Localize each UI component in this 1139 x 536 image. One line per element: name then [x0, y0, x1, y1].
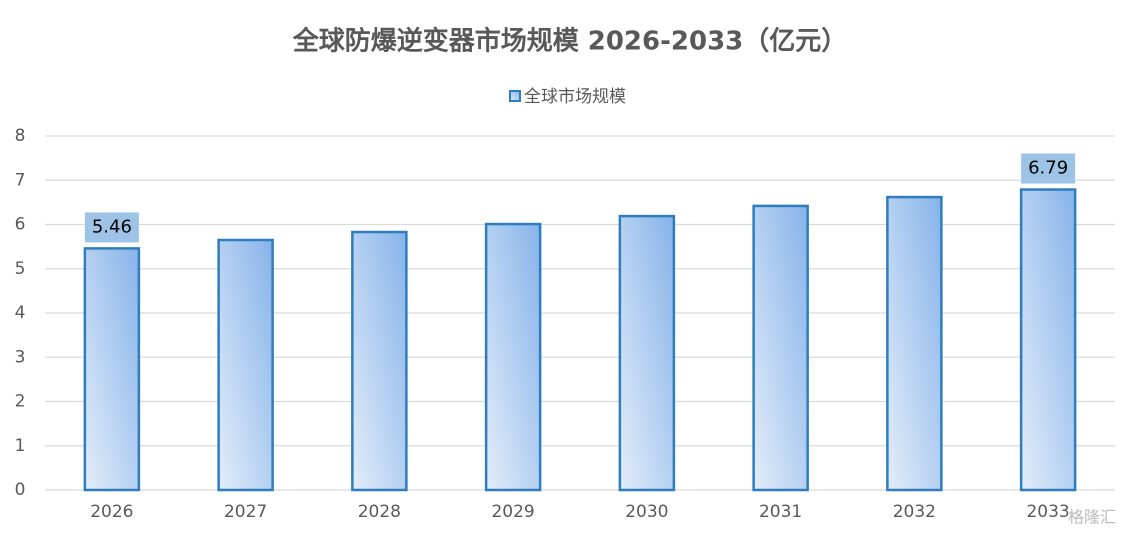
- x-tick-label: 2026: [90, 502, 133, 522]
- bar: [752, 204, 809, 492]
- bar: [217, 238, 274, 492]
- bar: [886, 195, 943, 492]
- bar: [351, 230, 408, 492]
- x-tick-label: 2031: [759, 502, 802, 522]
- bar: [83, 247, 141, 492]
- legend-label: 全球市场规模: [524, 87, 626, 107]
- legend-marker: [509, 90, 521, 102]
- y-tick-label: 2: [15, 392, 26, 412]
- y-tick-label: 4: [15, 303, 26, 323]
- y-tick-label: 0: [15, 480, 26, 500]
- watermark: 格隆汇: [1068, 508, 1116, 527]
- y-tick-label: 8: [15, 126, 26, 146]
- data-label-box: [84, 212, 139, 243]
- bar: [618, 214, 676, 492]
- data-label-box: [1021, 153, 1076, 184]
- bar: [484, 222, 542, 492]
- x-tick-label: 2030: [625, 502, 668, 522]
- x-tick-label: 2027: [224, 502, 267, 522]
- data-label: 6.79: [1028, 158, 1068, 179]
- y-tick-label: 7: [15, 170, 26, 190]
- x-tick-label: 2033: [1026, 502, 1069, 522]
- y-tick-label: 3: [15, 347, 26, 367]
- x-tick-label: 2028: [358, 502, 401, 522]
- bar: [1019, 188, 1077, 492]
- y-tick-label: 1: [15, 436, 26, 456]
- y-tick-label: 6: [15, 215, 26, 235]
- data-label: 5.46: [92, 216, 132, 237]
- y-tick-label: 5: [15, 259, 26, 279]
- x-tick-label: 2029: [491, 502, 534, 522]
- x-tick-label: 2032: [893, 502, 936, 522]
- chart-title: 全球防爆逆变器市场规模 2026-2033（亿元）: [292, 26, 848, 57]
